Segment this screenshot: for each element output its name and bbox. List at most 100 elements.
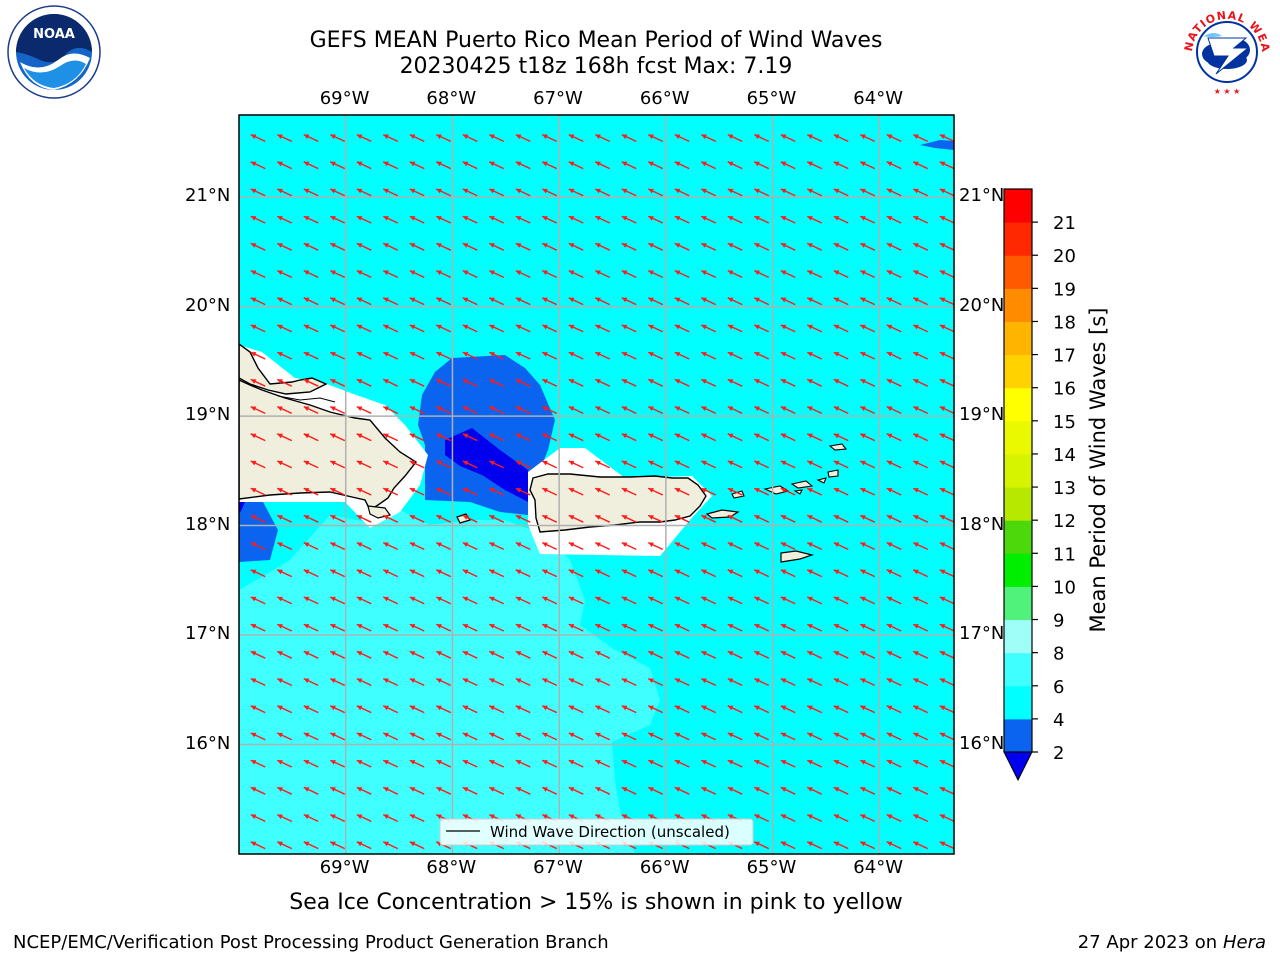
- wind-arrow: [727, 650, 743, 659]
- wind-arrow: [515, 378, 531, 387]
- wind-arrow: [250, 188, 266, 197]
- wind-arrow: [409, 514, 425, 523]
- wind-arrow: [541, 324, 558, 333]
- wind-arrow: [568, 378, 584, 387]
- wind-arrow: [435, 460, 452, 469]
- wind-arrow: [912, 433, 929, 442]
- footer-date: 27 Apr 2023 on Hera: [1078, 932, 1266, 953]
- wind-arrow: [939, 269, 954, 279]
- wind-arrow: [806, 133, 823, 143]
- wind-arrow: [488, 569, 505, 578]
- wind-arrow: [435, 242, 452, 251]
- wind-arrow: [859, 487, 876, 496]
- wind-arrow: [806, 460, 823, 469]
- wind-arrow: [462, 188, 478, 197]
- colorbar-tick-label: 21: [1053, 213, 1076, 234]
- wind-arrow: [700, 351, 717, 360]
- wind-arrow: [621, 569, 637, 578]
- wind-arrow: [966, 542, 980, 549]
- wind-arrow: [356, 269, 372, 279]
- wind-arrow: [647, 569, 664, 578]
- wind-arrow: [780, 161, 796, 170]
- wind-arrow: [568, 324, 584, 333]
- wind-arrow: [515, 161, 531, 170]
- wind-arrow: [886, 433, 902, 442]
- wind-arrow: [912, 351, 929, 360]
- wind-arrow: [939, 324, 954, 333]
- wind-arrow: [886, 215, 902, 224]
- wind-arrow: [939, 650, 954, 659]
- wind-arrow: [515, 623, 531, 632]
- wind-arrow: [462, 759, 478, 768]
- wind-arrow: [859, 378, 876, 387]
- wind-arrow: [939, 841, 954, 850]
- wind-arrow: [912, 487, 929, 496]
- wind-arrow: [488, 351, 505, 360]
- wind-arrow: [462, 623, 478, 632]
- wind-arrow: [939, 596, 954, 605]
- wind-arrow: [568, 541, 584, 551]
- wind-arrow: [966, 434, 980, 441]
- wind-arrow: [409, 841, 425, 850]
- wind-arrow: [356, 161, 372, 170]
- wind-arrow: [753, 215, 770, 224]
- wind-arrow: [806, 405, 823, 415]
- wind-arrow: [833, 297, 849, 306]
- wind-arrow: [541, 786, 558, 795]
- wind-arrow: [647, 677, 664, 687]
- wind-arrow: [329, 161, 346, 170]
- wind-arrow: [382, 596, 399, 605]
- wind-arrow: [594, 732, 611, 741]
- wind-arrow: [276, 133, 293, 143]
- wind-arrow: [329, 650, 346, 659]
- wind-arrow: [966, 216, 980, 223]
- wind-arrow: [515, 433, 531, 442]
- wind-arrow: [966, 488, 980, 495]
- wind-arrow: [276, 623, 293, 632]
- wind-arrow: [356, 705, 372, 714]
- wind-arrow: [382, 188, 399, 197]
- wind-arrow: [435, 269, 452, 279]
- wind-arrow: [727, 378, 743, 387]
- wind-arrow: [859, 596, 876, 605]
- wind-arrow: [806, 269, 823, 279]
- wind-arrow: [250, 569, 266, 578]
- wind-arrow: [303, 623, 319, 632]
- wind-arrow: [488, 433, 505, 442]
- wind-arrow: [488, 378, 505, 387]
- wind-arrow: [806, 487, 823, 496]
- chart-subtitle: 20230425 t18z 168h fcst Max: 7.19: [399, 54, 793, 79]
- wind-arrow: [886, 487, 902, 496]
- wind-arrow: [356, 460, 372, 469]
- wind-arrow: [833, 514, 849, 523]
- wind-arrow: [700, 188, 717, 197]
- wind-arrow: [700, 269, 717, 279]
- wind-arrow: [409, 269, 425, 279]
- wind-arrow: [250, 650, 266, 659]
- wind-arrow: [276, 433, 293, 442]
- wind-arrow: [594, 677, 611, 687]
- wind-arrow: [912, 759, 929, 768]
- wind-arrow: [382, 297, 399, 306]
- wind-arrow: [621, 759, 637, 768]
- wind-arrow: [727, 732, 743, 741]
- wind-arrow: [356, 596, 372, 605]
- wind-arrow: [594, 487, 611, 496]
- wind-arrow: [833, 460, 849, 469]
- wind-arrow: [621, 242, 637, 251]
- wind-arrow: [806, 841, 823, 850]
- wind-arrow: [329, 188, 346, 197]
- wind-arrow: [462, 650, 478, 659]
- wind-arrow: [356, 297, 372, 306]
- wind-arrow: [329, 433, 346, 442]
- lon-label-top: 66°W: [639, 88, 690, 109]
- wind-arrow: [568, 623, 584, 632]
- wind-arrow: [833, 433, 849, 442]
- wind-arrow: [541, 188, 558, 197]
- wind-arrow: [621, 650, 637, 659]
- wind-arrow: [912, 215, 929, 224]
- legend: Wind Wave Direction (unscaled): [439, 818, 754, 846]
- wind-arrow: [541, 297, 558, 306]
- wind-arrow: [329, 297, 346, 306]
- wind-arrow: [276, 161, 293, 170]
